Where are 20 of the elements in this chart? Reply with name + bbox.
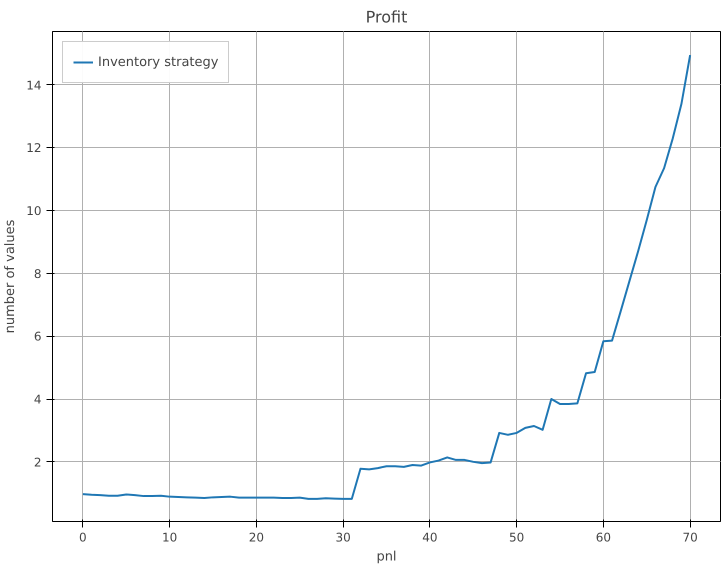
x-tick-label: 40 xyxy=(422,530,438,544)
x-tick-label: 0 xyxy=(79,530,87,544)
x-tick-label: 70 xyxy=(682,530,698,544)
y-tick-label: 6 xyxy=(34,330,42,344)
x-tick-label: 10 xyxy=(162,530,178,544)
legend-label: Inventory strategy xyxy=(98,54,218,70)
x-tick-label: 60 xyxy=(596,530,612,544)
y-tick-label: 14 xyxy=(26,78,42,92)
y-tick-label: 12 xyxy=(26,141,42,156)
y-tick-label: 8 xyxy=(34,266,42,281)
x-tick-label: 20 xyxy=(248,530,264,544)
x-tick-label: 30 xyxy=(335,530,351,544)
y-tick-label: 2 xyxy=(34,455,42,470)
y-axis-title: number of values xyxy=(3,219,18,334)
x-axis-title: pnl xyxy=(376,550,397,564)
y-tick-label: 10 xyxy=(26,204,42,218)
line-series xyxy=(82,54,692,500)
y-tick-label: 4 xyxy=(34,392,42,406)
chart-title: Profit xyxy=(366,8,408,26)
x-tick-label: 50 xyxy=(508,530,524,544)
